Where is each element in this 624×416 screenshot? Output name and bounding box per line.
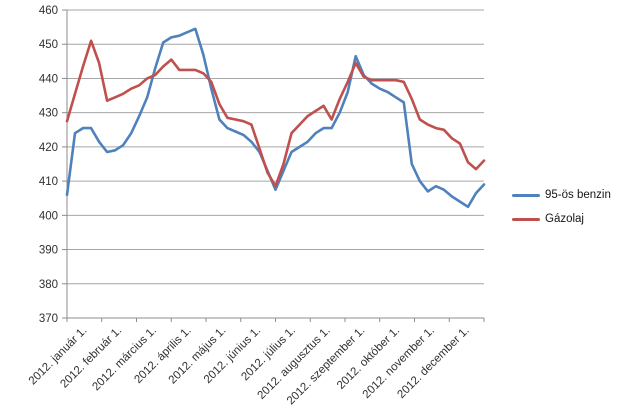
benzin-series-line	[65, 27, 486, 209]
x-axis-label: 2012. január 1.	[27, 325, 90, 388]
x-axis-label: 2012. március 1.	[90, 325, 159, 394]
x-axis-label: 2012. február 1.	[58, 325, 124, 391]
legend-item-benzin: 95-ös benzin	[512, 183, 611, 207]
y-axis-label: 380	[39, 279, 58, 291]
y-axis-label: 450	[39, 39, 58, 51]
benzin-legend-label: 95-ös benzin	[545, 189, 611, 201]
y-axis-label: 370	[39, 313, 58, 325]
y-axis-label: 390	[39, 245, 58, 257]
y-axis-label: 460	[39, 5, 58, 17]
y-axis-label: 410	[39, 176, 58, 188]
legend: 95-ös benzin Gázolaj	[512, 183, 611, 231]
gazolaj-legend-label: Gázolaj	[545, 213, 584, 225]
x-axis-label: 2012. október 1.	[335, 325, 402, 392]
benzin-line-swatch	[512, 193, 540, 197]
y-axis-label: 420	[39, 142, 58, 154]
y-axis-label: 440	[39, 73, 58, 85]
y-axis-label: 400	[39, 210, 58, 222]
y-axis-label: 430	[39, 108, 58, 120]
gazolaj-series-line	[65, 39, 486, 188]
legend-item-gazolaj: Gázolaj	[512, 207, 611, 231]
gazolaj-line-swatch	[512, 217, 540, 221]
